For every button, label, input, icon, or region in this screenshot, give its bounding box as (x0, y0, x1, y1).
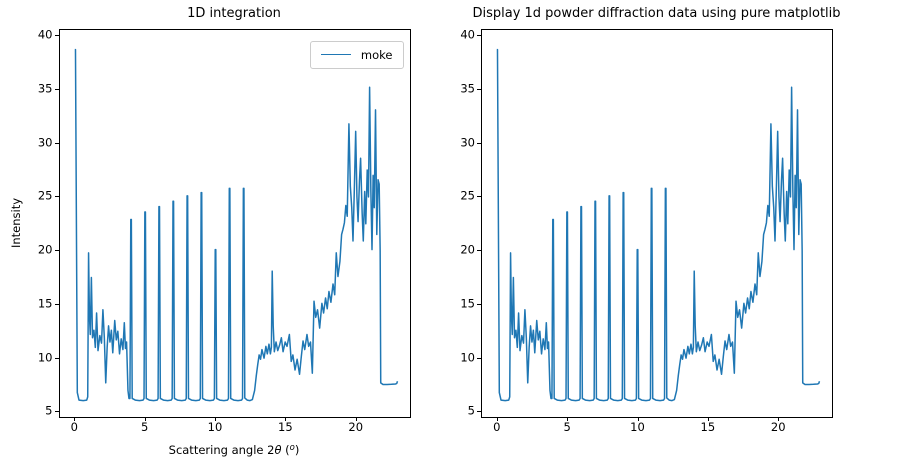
y-tick-label: 35 (37, 81, 53, 96)
right-plot-title: Display 1d powder diffraction data using… (472, 6, 841, 21)
y-tick-label: 40 (37, 27, 53, 42)
x-tick-label: 20 (348, 420, 364, 434)
x-tick-label: 0 (70, 420, 78, 434)
y-tick-label: 5 (467, 403, 475, 418)
diffraction-line (496, 48, 821, 401)
y-tick (477, 411, 481, 413)
x-tick-label: 15 (278, 420, 293, 434)
x-tick (637, 417, 639, 421)
x-tick-label: 10 (207, 420, 223, 434)
y-tick (477, 357, 481, 359)
x-tick (567, 417, 569, 421)
y-tick (54, 35, 59, 37)
y-tick (54, 357, 59, 359)
legend-line-swatch (320, 54, 351, 55)
y-axis-label: Intensity (9, 198, 24, 249)
right-subplot: Display 1d powder diffraction data using… (423, 0, 873, 475)
y-tick (477, 196, 481, 198)
x-axis-label-paren-close: ) (294, 443, 300, 457)
y-tick-label: 25 (460, 188, 475, 203)
x-tick (144, 417, 146, 421)
x-tick (215, 417, 216, 421)
x-axis-label-superscript: o (289, 443, 295, 453)
x-tick-label: 0 (493, 420, 501, 434)
y-tick (54, 142, 59, 144)
y-tick (477, 250, 481, 252)
diffraction-line (74, 48, 398, 401)
x-tick (496, 417, 498, 421)
x-tick (778, 417, 780, 421)
x-axis-label-theta: θ (274, 443, 282, 457)
y-tick-label: 30 (37, 134, 53, 149)
y-axis-label-wrap: Intensity (9, 30, 25, 418)
y-tick (477, 303, 481, 305)
legend-label: moke (360, 47, 393, 62)
y-tick (477, 35, 481, 37)
x-axis-label: Scattering angle 2θ (o) (169, 443, 300, 457)
x-axis-label-text: Scattering angle 2 (168, 443, 275, 457)
y-tick (477, 142, 481, 144)
y-tick-label: 30 (460, 134, 475, 149)
y-tick-label: 5 (45, 403, 53, 418)
x-axis-label-paren-open: ( (281, 443, 290, 457)
y-tick-label: 35 (460, 81, 475, 96)
y-tick-label: 25 (37, 188, 53, 203)
right-axes: 0 5 10 15 20 5 10 15 20 25 30 35 40 (460, 28, 833, 433)
left-subplot: 1D integration Intensity moke 0 5 10 15 20 5 1… (10, 6, 411, 457)
x-tick-label: 20 (770, 420, 786, 434)
y-tick-label: 10 (460, 349, 475, 364)
diffraction-curve (74, 48, 398, 401)
left-plot-title: 1D integration (187, 6, 281, 21)
x-tick-label: 5 (563, 420, 571, 434)
x-tick (355, 417, 357, 421)
left-axes: Intensity moke 0 5 10 15 20 5 10 15 20 25 30 35 40 (10, 28, 411, 433)
x-tick-label: 15 (700, 420, 716, 434)
x-tick-label: 10 (630, 420, 645, 434)
y-tick (477, 88, 481, 90)
y-tick-label: 15 (37, 296, 53, 311)
y-tick-label: 40 (460, 27, 475, 42)
y-tick-label: 20 (460, 242, 475, 257)
x-tick-label: 5 (140, 420, 149, 434)
x-tick (285, 417, 287, 421)
y-tick (54, 411, 59, 413)
legend: moke (309, 40, 404, 69)
y-tick (54, 303, 59, 305)
y-tick-label: 15 (460, 296, 475, 311)
y-tick (54, 196, 59, 198)
y-tick (54, 250, 59, 252)
x-tick (707, 417, 709, 421)
x-tick (74, 417, 76, 421)
y-tick (54, 88, 59, 90)
diffraction-curve (496, 48, 821, 401)
y-tick-label: 20 (37, 242, 53, 257)
y-tick-label: 10 (37, 349, 53, 364)
